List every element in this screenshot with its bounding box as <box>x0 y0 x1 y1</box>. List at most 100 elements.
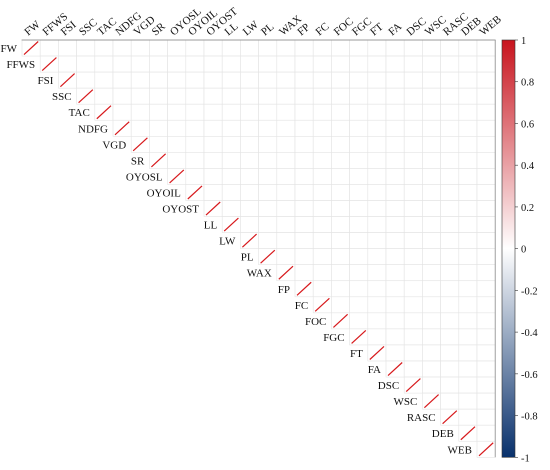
grid-cell <box>440 344 460 362</box>
grid-cell <box>221 103 241 121</box>
grid-cell <box>331 184 350 201</box>
diagonal-slash <box>78 89 94 104</box>
grid-cell <box>240 71 259 89</box>
grid-cell <box>422 103 441 121</box>
grid-cell <box>294 103 314 121</box>
diagonal-slash <box>241 233 258 248</box>
grid-cell <box>476 280 496 298</box>
grid-cell <box>312 71 332 89</box>
grid-cell <box>476 344 496 362</box>
grid-cell <box>367 264 387 282</box>
grid-cell <box>331 232 350 249</box>
grid-cell <box>385 55 405 73</box>
grid-cell <box>312 248 332 265</box>
grid-cell <box>58 39 77 57</box>
grid-cell <box>422 280 441 298</box>
grid-cell <box>276 216 296 233</box>
grid-cell <box>167 87 187 105</box>
colorbar-tick-label: 0.4 <box>521 161 535 172</box>
grid-cell <box>221 119 241 137</box>
grid-cell <box>276 39 296 57</box>
grid-cell <box>403 184 423 201</box>
grid-cell <box>221 168 241 185</box>
grid-cell <box>221 200 241 217</box>
grid-cell <box>312 119 332 137</box>
grid-cell <box>476 200 496 217</box>
grid-cell <box>185 152 205 169</box>
grid-cell <box>331 136 350 153</box>
grid-cell <box>385 296 405 314</box>
grid-cell <box>276 103 296 121</box>
grid-cell <box>440 296 460 314</box>
grid-cell <box>367 312 387 330</box>
grid-cell <box>258 168 278 185</box>
grid-cell <box>367 248 387 265</box>
grid-cell <box>367 200 387 217</box>
grid-cell <box>240 168 259 185</box>
grid-cell <box>422 200 441 217</box>
grid-cell <box>367 216 387 233</box>
grid-cell <box>458 136 478 153</box>
row-label: FSI <box>37 75 53 87</box>
grid-cell <box>403 280 423 298</box>
grid-cell <box>112 103 132 121</box>
row-label: DSC <box>378 380 399 392</box>
grid-cell <box>349 216 369 233</box>
grid-cell <box>367 168 387 185</box>
row-label: VGD <box>102 139 126 151</box>
row-label: FC <box>295 300 308 312</box>
grid-cell <box>367 55 387 73</box>
grid-cell <box>331 55 350 73</box>
grid-cell <box>422 264 441 282</box>
grid-cell <box>385 103 405 121</box>
grid-cell <box>403 87 423 105</box>
grid-cell <box>403 71 423 89</box>
grid-cell <box>112 87 132 105</box>
grid-cell <box>331 119 350 137</box>
grid-cell <box>440 264 460 282</box>
grid-cell <box>440 392 460 410</box>
grid-cell <box>294 200 314 217</box>
grid-cell <box>294 119 314 137</box>
grid-cell <box>440 152 460 169</box>
grid-cell <box>240 200 259 217</box>
column-label: PL <box>259 21 277 39</box>
column-label: FW <box>22 18 43 38</box>
grid-cell <box>185 168 205 185</box>
grid-cell <box>385 328 405 346</box>
column-label: LW <box>241 18 262 38</box>
grid-cell <box>276 55 296 73</box>
grid-cell <box>276 87 296 105</box>
grid-cell <box>294 152 314 169</box>
grid-cell <box>403 296 423 314</box>
diagonal-slash <box>332 313 349 328</box>
grid-cell <box>458 103 478 121</box>
row-label: FW <box>1 43 18 55</box>
grid-cell <box>367 119 387 137</box>
grid-cell <box>476 376 496 394</box>
grid-cell <box>240 136 259 153</box>
grid-cell <box>167 119 187 137</box>
grid-cell <box>258 55 278 73</box>
grid-cell <box>476 264 496 282</box>
grid-cell <box>167 39 187 57</box>
grid-cell <box>440 119 460 137</box>
row-label: FT <box>350 348 363 360</box>
grid-cell <box>130 87 150 105</box>
grid-cell <box>458 87 478 105</box>
grid-cell <box>385 136 405 153</box>
grid-cell <box>476 216 496 233</box>
grid-cell <box>458 71 478 89</box>
grid-cell <box>403 248 423 265</box>
diagonal-slash <box>387 362 403 376</box>
row-label: FA <box>368 364 381 376</box>
grid-cell <box>312 136 332 153</box>
grid-cell <box>331 200 350 217</box>
grid-cell <box>94 71 114 89</box>
grid-cell <box>458 392 478 410</box>
grid-cell <box>185 103 205 121</box>
diagonal-slash <box>132 137 148 152</box>
diagonal-slash <box>478 442 494 457</box>
grid-cell <box>167 71 187 89</box>
grid-cell <box>440 136 460 153</box>
